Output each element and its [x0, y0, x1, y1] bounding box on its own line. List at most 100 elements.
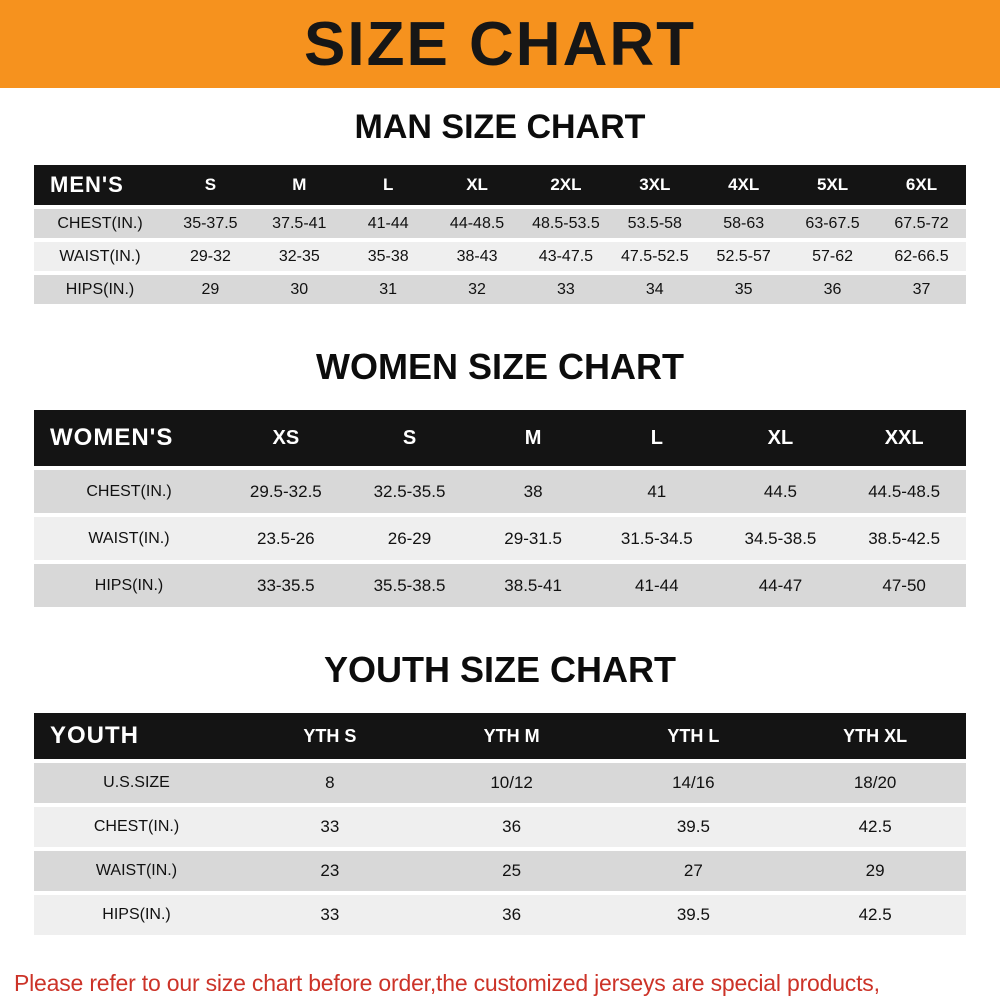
- size-column-header: 6XL: [905, 175, 938, 194]
- size-value-cell: 33: [320, 817, 340, 836]
- size-value-cell: 29.5-32.5: [249, 481, 322, 501]
- size-value-cell: 41: [647, 481, 667, 501]
- size-value-cell: 29: [201, 280, 220, 298]
- page-title: SIZE CHART: [304, 9, 696, 79]
- size-value-cell: 57-62: [812, 247, 854, 265]
- size-column-header: M: [524, 426, 542, 449]
- size-value-cell: 41-44: [635, 575, 679, 595]
- table-corner-label: YOUTH: [50, 722, 139, 749]
- size-column-header: YTH L: [667, 725, 720, 746]
- size-value-cell: 10/12: [490, 773, 533, 792]
- size-column-header: XS: [272, 426, 300, 449]
- size-value-cell: 30: [290, 280, 309, 298]
- size-value-cell: 38: [523, 481, 543, 501]
- size-column-header: S: [204, 175, 217, 194]
- size-value-cell: 31.5-34.5: [620, 528, 693, 548]
- size-column-header: 4XL: [728, 175, 760, 194]
- size-value-cell: 33: [320, 905, 340, 924]
- size-value-cell: 29-31.5: [504, 528, 562, 548]
- table-row: CHEST(IN.) 29.5-32.5 32.5-35.5 38 41 44.5 44.5…: [34, 470, 966, 513]
- size-chart-banner: SIZE CHART: [0, 0, 1000, 88]
- row-label: WAIST(IN.): [59, 247, 141, 265]
- table-row: WAIST(IN.) 23.5-26 26-29 29-31.5 31.5-34.5 34…: [34, 517, 966, 560]
- size-value-cell: 36: [502, 905, 522, 924]
- size-value-cell: 38-43: [456, 247, 498, 265]
- size-value-cell: 39.5: [676, 817, 710, 836]
- size-column-header: YTH XL: [843, 725, 908, 746]
- size-value-cell: 33: [557, 280, 575, 298]
- size-value-cell: 37: [912, 280, 931, 298]
- size-value-cell: 43-47.5: [538, 247, 594, 265]
- table-row: CHEST(IN.) 35-37.5 37.5-41 41-44 44-48.5 48.5…: [34, 209, 966, 238]
- row-label: HIPS(IN.): [94, 576, 164, 594]
- size-value-cell: 23: [320, 861, 340, 880]
- youth-size-table: YOUTH YTH S YTH M YTH L YTH XL U.S.SIZE 8 10/12…: [34, 709, 966, 939]
- size-column-header: XL: [767, 426, 794, 449]
- size-value-cell: 35-37.5: [183, 214, 238, 232]
- size-value-cell: 53.5-58: [627, 214, 682, 232]
- size-value-cell: 37.5-41: [272, 214, 327, 232]
- youth-size-chart-section: YOUTH SIZE CHART YOUTH YTH S YTH M YTH L YTH…: [0, 649, 1000, 939]
- table-row: CHEST(IN.) 33 36 39.5 42.5: [34, 807, 966, 847]
- size-value-cell: 44-47: [758, 575, 803, 595]
- size-value-cell: 36: [823, 280, 842, 298]
- table-corner-label: WOMEN'S: [50, 424, 174, 451]
- size-value-cell: 42.5: [858, 905, 892, 924]
- table-row: WAIST(IN.) 23 25 27 29: [34, 851, 966, 891]
- table-row: U.S.SIZE 8 10/12 14/16 18/20: [34, 763, 966, 803]
- size-value-cell: 8: [325, 773, 335, 792]
- row-label: HIPS(IN.): [65, 280, 135, 298]
- size-value-cell: 67.5-72: [894, 214, 949, 232]
- table-row: HIPS(IN.) 33 36 39.5 42.5: [34, 895, 966, 935]
- men-section-heading: MAN SIZE CHART: [354, 108, 646, 146]
- size-value-cell: 35.5-38.5: [373, 575, 446, 595]
- row-label: CHEST(IN.): [86, 482, 172, 500]
- size-value-cell: 42.5: [858, 817, 892, 836]
- size-value-cell: 35-38: [367, 247, 409, 265]
- size-value-cell: 32: [468, 280, 486, 298]
- row-label: HIPS(IN.): [102, 906, 171, 923]
- size-value-cell: 23.5-26: [256, 528, 315, 548]
- row-label: U.S.SIZE: [103, 774, 170, 791]
- size-column-header: YTH M: [483, 725, 540, 746]
- size-value-cell: 18/20: [853, 773, 897, 792]
- size-value-cell: 29: [865, 861, 885, 880]
- size-value-cell: 44.5-48.5: [868, 481, 941, 501]
- table-row: HIPS(IN.) 33-35.5 35.5-38.5 38.5-41 41-44 44-…: [34, 564, 966, 607]
- size-value-cell: 14/16: [672, 773, 715, 792]
- size-value-cell: 29-32: [189, 247, 231, 265]
- size-column-header: 3XL: [639, 175, 671, 194]
- size-column-header: YTH S: [303, 725, 357, 746]
- size-value-cell: 39.5: [676, 905, 710, 924]
- size-value-cell: 34: [645, 280, 664, 298]
- size-value-cell: 35: [734, 280, 753, 298]
- size-value-cell: 47-50: [882, 575, 926, 595]
- table-header-row: WOMEN'S XS S M L XL XXL: [34, 410, 966, 466]
- table-header-row: YOUTH YTH S YTH M YTH L YTH XL: [34, 713, 966, 759]
- size-column-header: 5XL: [816, 175, 849, 194]
- size-value-cell: 38.5-42.5: [868, 528, 941, 548]
- size-value-cell: 58-63: [723, 214, 765, 232]
- size-value-cell: 36: [502, 817, 522, 836]
- size-value-cell: 26-29: [387, 528, 432, 548]
- size-column-header: M: [292, 175, 307, 194]
- row-label: CHEST(IN.): [57, 214, 143, 232]
- row-label: CHEST(IN.): [93, 818, 180, 835]
- size-value-cell: 48.5-53.5: [532, 214, 600, 232]
- row-label: WAIST(IN.): [88, 529, 170, 547]
- size-value-cell: 62-66.5: [894, 247, 949, 265]
- men-size-chart-section: MAN SIZE CHART MEN'S S M L XL 2XL 3XL 4XL 5XL 6XL…: [0, 108, 1000, 308]
- size-value-cell: 63-67.5: [805, 214, 860, 232]
- size-value-cell: 32-35: [278, 247, 320, 265]
- size-value-cell: 44-48.5: [449, 214, 505, 232]
- youth-section-heading: YOUTH SIZE CHART: [323, 649, 676, 690]
- size-column-header: 2XL: [550, 175, 582, 194]
- size-value-cell: 38.5-41: [504, 575, 562, 595]
- size-value-cell: 41-44: [367, 214, 409, 232]
- size-value-cell: 44.5: [763, 481, 797, 501]
- women-size-table: WOMEN'S XS S M L XL XXL CHEST(IN.) 29.5-32.5 32.5…: [34, 406, 966, 611]
- size-value-cell: 32.5-35.5: [373, 481, 446, 501]
- table-row: WAIST(IN.) 29-32 32-35 35-38 38-43 43-47.5 47.…: [34, 242, 966, 271]
- table-header-row: MEN'S S M L XL 2XL 3XL 4XL 5XL 6XL: [34, 165, 966, 205]
- size-column-header: XXL: [884, 426, 924, 449]
